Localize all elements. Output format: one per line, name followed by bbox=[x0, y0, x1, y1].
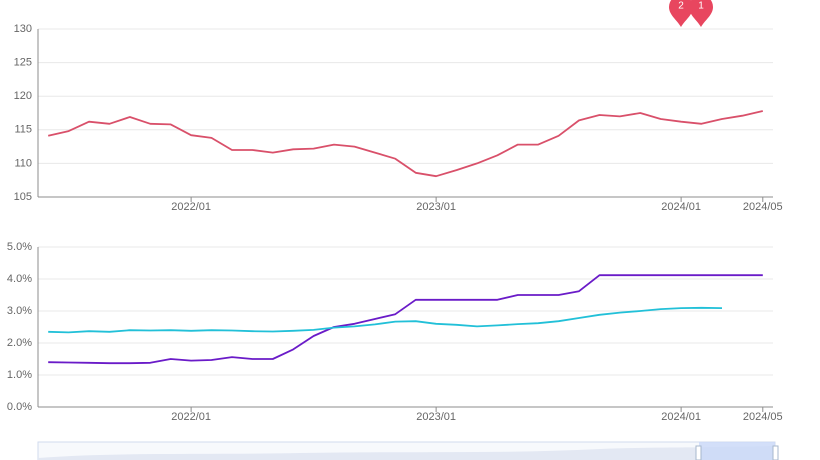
y-tick-label: 120 bbox=[14, 90, 32, 102]
pin-label: 2 bbox=[678, 1, 684, 12]
x-tick-label: 2023/01 bbox=[416, 201, 456, 213]
series-line bbox=[47, 110, 764, 178]
slider-handle[interactable] bbox=[772, 445, 779, 460]
y-tick-label: 1.0% bbox=[7, 369, 32, 381]
series-line bbox=[48, 274, 763, 365]
slider-preview bbox=[38, 446, 775, 460]
y-tick-label: 4.0% bbox=[7, 273, 32, 285]
x-tick-label: 2024/05 bbox=[743, 411, 783, 423]
y-tick-label: 115 bbox=[14, 124, 32, 136]
y-tick-label: 5.0% bbox=[7, 241, 32, 253]
x-tick-label: 2023/01 bbox=[416, 411, 456, 423]
y-tick-label: 125 bbox=[14, 57, 32, 69]
data-zoom-slider[interactable] bbox=[37, 441, 779, 460]
y-tick-label: 3.0% bbox=[7, 305, 32, 317]
mark-pin: 2 bbox=[669, 0, 693, 27]
y-tick-label: 130 bbox=[14, 23, 32, 35]
pin-shape bbox=[669, 0, 693, 27]
y-tick-label: 2.0% bbox=[7, 337, 32, 349]
y-tick-label: 105 bbox=[14, 191, 32, 203]
series-line bbox=[48, 306, 723, 334]
x-tick-label: 2024/01 bbox=[661, 411, 701, 423]
y-tick-label: 0.0% bbox=[7, 401, 32, 413]
mark-pin: 1 bbox=[689, 0, 713, 27]
y-tick-label: 110 bbox=[14, 157, 32, 169]
x-tick-label: 2024/05 bbox=[743, 201, 783, 213]
x-tick-label: 2022/01 bbox=[171, 411, 211, 423]
x-tick-label: 2024/01 bbox=[661, 201, 701, 213]
pin-label: 1 bbox=[698, 1, 704, 12]
x-tick-label: 2022/01 bbox=[171, 201, 211, 213]
pin-shape bbox=[689, 0, 713, 27]
slider-window[interactable] bbox=[699, 442, 775, 460]
slider-handle[interactable] bbox=[695, 445, 702, 460]
